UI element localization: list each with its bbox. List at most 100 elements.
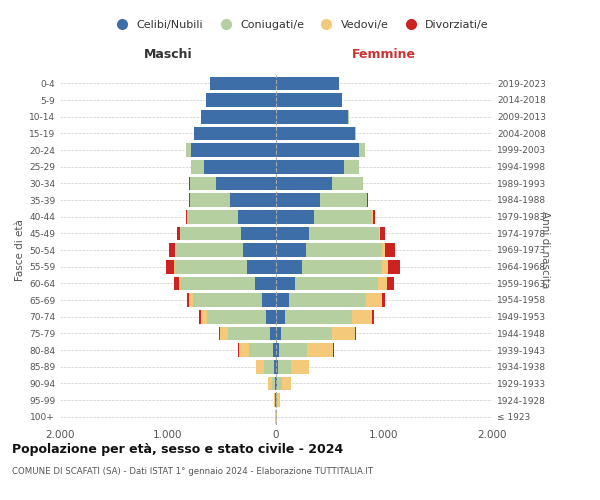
Bar bbox=[189, 293, 193, 307]
Bar bbox=[276, 276, 295, 290]
Bar bbox=[277, 393, 280, 407]
Bar bbox=[255, 276, 276, 290]
Bar bbox=[203, 160, 276, 173]
Bar bbox=[238, 343, 239, 357]
Bar bbox=[372, 310, 374, 324]
Bar bbox=[306, 243, 382, 257]
Bar bbox=[190, 176, 215, 190]
Bar bbox=[332, 176, 363, 190]
Bar bbox=[355, 126, 356, 140]
Bar bbox=[344, 160, 359, 173]
Bar bbox=[201, 310, 207, 324]
Bar bbox=[332, 326, 355, 340]
Bar bbox=[193, 293, 262, 307]
Bar bbox=[191, 160, 203, 173]
Bar bbox=[295, 276, 377, 290]
Bar bbox=[268, 376, 272, 390]
Bar bbox=[175, 260, 247, 274]
Bar bbox=[388, 276, 394, 290]
Bar bbox=[379, 226, 380, 240]
Bar bbox=[382, 260, 388, 274]
Bar bbox=[187, 293, 189, 307]
Bar bbox=[169, 243, 175, 257]
Bar bbox=[276, 110, 349, 124]
Bar bbox=[377, 276, 388, 290]
Bar bbox=[276, 376, 277, 390]
Bar bbox=[276, 310, 284, 324]
Bar bbox=[276, 243, 306, 257]
Bar bbox=[266, 310, 276, 324]
Bar bbox=[243, 243, 276, 257]
Bar bbox=[284, 310, 352, 324]
Bar bbox=[276, 210, 314, 224]
Bar bbox=[275, 376, 276, 390]
Bar bbox=[367, 193, 368, 207]
Legend: Celibi/Nubili, Coniugati/e, Vedovi/e, Divorziati/e: Celibi/Nubili, Coniugati/e, Vedovi/e, Di… bbox=[107, 16, 493, 34]
Bar bbox=[191, 143, 276, 157]
Bar bbox=[382, 243, 385, 257]
Bar bbox=[189, 193, 190, 207]
Bar bbox=[276, 93, 342, 107]
Bar bbox=[365, 293, 382, 307]
Bar bbox=[262, 293, 276, 307]
Bar bbox=[276, 143, 359, 157]
Bar bbox=[276, 160, 344, 173]
Y-axis label: Fasce di età: Fasce di età bbox=[15, 219, 25, 281]
Bar bbox=[310, 226, 379, 240]
Bar bbox=[276, 343, 278, 357]
Bar bbox=[388, 260, 400, 274]
Bar bbox=[201, 110, 276, 124]
Bar bbox=[320, 193, 367, 207]
Bar bbox=[373, 210, 375, 224]
Bar bbox=[276, 360, 278, 374]
Bar bbox=[277, 376, 282, 390]
Bar bbox=[174, 276, 179, 290]
Bar bbox=[207, 310, 266, 324]
Bar bbox=[176, 243, 243, 257]
Bar bbox=[282, 376, 291, 390]
Bar bbox=[276, 176, 332, 190]
Bar bbox=[274, 393, 275, 407]
Bar bbox=[249, 343, 273, 357]
Bar bbox=[264, 360, 274, 374]
Bar bbox=[166, 260, 174, 274]
Bar bbox=[382, 293, 385, 307]
Bar bbox=[314, 210, 372, 224]
Bar bbox=[187, 210, 238, 224]
Bar bbox=[179, 276, 181, 290]
Bar bbox=[230, 193, 276, 207]
Bar bbox=[239, 343, 249, 357]
Bar bbox=[274, 360, 276, 374]
Bar bbox=[174, 260, 175, 274]
Bar bbox=[181, 276, 255, 290]
Text: Popolazione per età, sesso e stato civile - 2024: Popolazione per età, sesso e stato civil… bbox=[12, 442, 343, 456]
Bar bbox=[219, 326, 220, 340]
Bar bbox=[209, 76, 276, 90]
Bar bbox=[276, 193, 320, 207]
Bar bbox=[190, 193, 230, 207]
Bar bbox=[333, 343, 334, 357]
Bar bbox=[270, 326, 276, 340]
Bar bbox=[380, 226, 385, 240]
Bar bbox=[238, 210, 276, 224]
Bar bbox=[355, 326, 356, 340]
Bar bbox=[276, 226, 310, 240]
Bar bbox=[215, 176, 276, 190]
Bar bbox=[272, 376, 275, 390]
Bar bbox=[307, 343, 333, 357]
Y-axis label: Anni di nascita: Anni di nascita bbox=[540, 212, 550, 288]
Bar bbox=[228, 326, 270, 340]
Bar bbox=[186, 143, 191, 157]
Bar bbox=[206, 93, 276, 107]
Bar bbox=[276, 410, 277, 424]
Bar bbox=[247, 260, 276, 274]
Bar bbox=[276, 260, 302, 274]
Text: Maschi: Maschi bbox=[143, 48, 193, 61]
Bar bbox=[276, 293, 289, 307]
Bar bbox=[278, 360, 290, 374]
Text: Femmine: Femmine bbox=[352, 48, 416, 61]
Bar bbox=[220, 326, 228, 340]
Bar bbox=[180, 226, 241, 240]
Bar bbox=[359, 143, 365, 157]
Bar bbox=[352, 310, 372, 324]
